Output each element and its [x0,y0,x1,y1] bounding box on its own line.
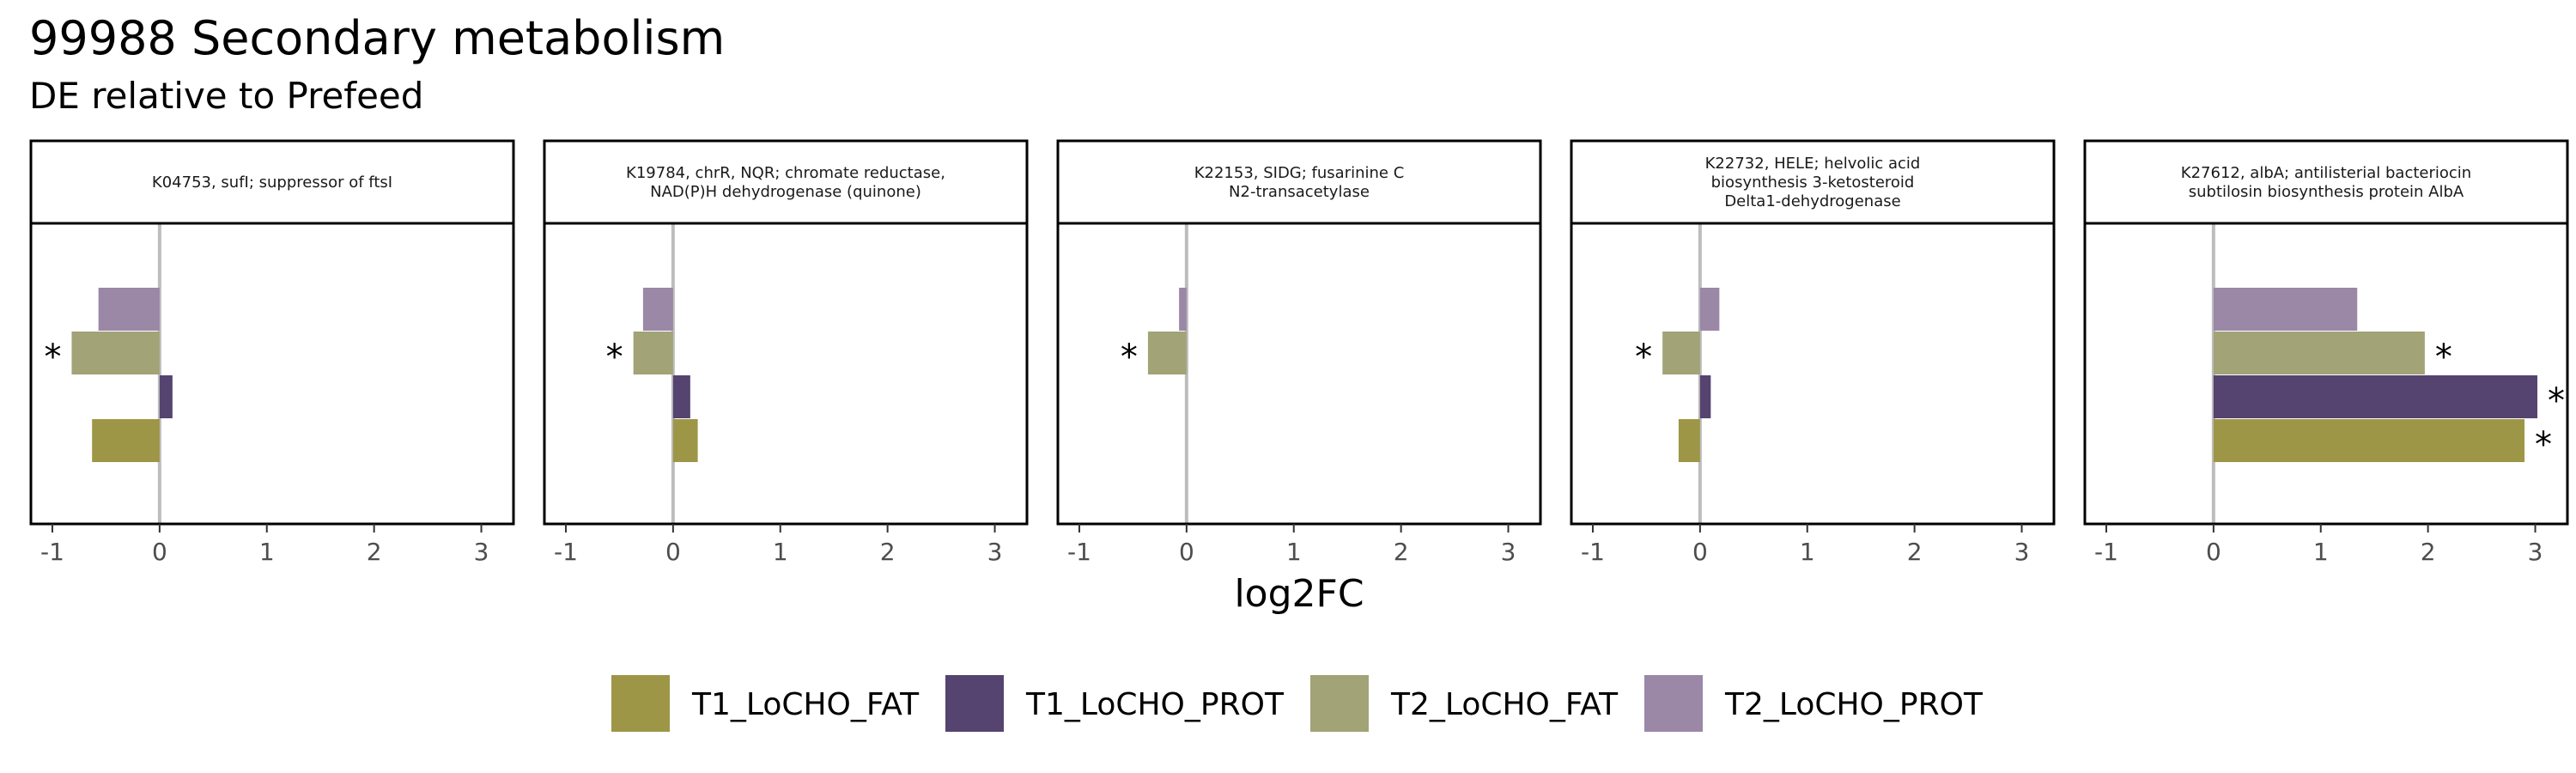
panel-background [1571,223,2054,524]
facet-strip-label: K27612, albA; antilisterial bacteriocin [2181,164,2471,182]
x-tick-label: 0 [665,538,681,566]
x-tick-label: 2 [1394,538,1409,566]
bar-t2-locho-fat [2213,332,2425,374]
legend-label: T1_LoCHO_FAT [691,687,920,722]
x-tick-label: 1 [1286,538,1302,566]
x-tick-label: -1 [1067,538,1091,566]
bar-t1-locho-prot [2213,375,2538,418]
facet-strip-label: Delta1-dehydrogenase [1724,192,1900,210]
significance-star: * [1121,338,1138,377]
chart-title: 99988 Secondary metabolism [29,11,726,65]
legend-label: T1_LoCHO_PROT [1025,687,1285,722]
panel-border [1570,222,2056,526]
x-axis-label: log2FC [1234,572,1364,616]
x-tick-label: 1 [773,538,788,566]
significance-star: * [2535,425,2552,465]
x-tick-label: 0 [2206,538,2221,566]
bar-t2-locho-prot [2213,288,2358,331]
facet-strip-label: subtilosin biosynthesis protein AlbA [2189,183,2464,201]
significance-star: * [44,338,61,377]
bar-t1-locho-prot [1699,375,1711,418]
legend-swatch [1310,675,1369,732]
legend-swatch [611,675,670,732]
bar-t2-locho-prot [98,288,160,331]
facet-strip-label: K04753, sufI; suppressor of ftsI [152,173,392,192]
x-tick-label: 0 [152,538,167,566]
bar-t1-locho-prot [159,375,173,418]
facet-strip [2083,139,2569,225]
legend-swatch [1644,675,1703,732]
x-tick-label: 3 [1501,538,1516,566]
bar-t1-locho-fat [672,419,698,462]
x-tick-label: 3 [2014,538,2030,566]
significance-star: * [1635,338,1652,377]
x-tick-label: 0 [1692,538,1708,566]
significance-star: * [2435,338,2452,377]
panel-border [1056,222,1542,526]
x-tick-label: 2 [880,538,896,566]
x-tick-label: -1 [554,538,578,566]
bar-t1-locho-fat [1678,419,1700,462]
x-tick-label: 0 [1179,538,1194,566]
bar-t2-locho-prot [1699,288,1720,331]
panel-border [543,222,1029,526]
panel-border [29,222,515,526]
bar-t2-locho-fat [1662,332,1700,374]
x-tick-label: 1 [259,538,275,566]
panel-background [1058,223,1540,524]
facet-strip-label: NAD(P)H dehydrogenase (quinone) [650,183,921,201]
x-tick-label: 2 [367,538,382,566]
x-tick-label: 2 [1907,538,1923,566]
panel-border [2083,222,2569,526]
bar-t2-locho-fat [1147,332,1187,374]
x-tick-label: 3 [474,538,489,566]
legend-label: T2_LoCHO_PROT [1724,687,1984,722]
facet-strip-label: K19784, chrR, NQR; chromate reductase, [626,164,945,182]
x-tick-label: -1 [1581,538,1605,566]
facet-strip-label: K22732, HELE; helvolic acid [1705,155,1921,173]
panel-background [544,223,1027,524]
significance-star: * [2548,381,2565,421]
bar-t2-locho-fat [633,332,673,374]
x-tick-label: 1 [2313,538,2329,566]
facet-strip [543,139,1029,225]
bar-t1-locho-fat [2213,419,2525,462]
bar-t2-locho-prot [642,288,673,331]
x-tick-label: 3 [987,538,1003,566]
x-tick-label: 2 [2421,538,2436,566]
facet-strip [1570,139,2056,225]
facet-strip-label: N2-transacetylase [1229,183,1370,201]
legend-swatch [945,675,1004,732]
x-tick-label: 3 [2528,538,2543,566]
bar-t2-locho-fat [71,332,160,374]
facet-strip-label: biosynthesis 3-ketosteroid [1711,173,1915,192]
bar-t1-locho-fat [92,419,160,462]
bar-t2-locho-prot [1179,288,1187,331]
bar-t1-locho-prot [672,375,690,418]
legend-label: T2_LoCHO_FAT [1390,687,1619,722]
significance-star: * [606,338,623,377]
x-tick-label: 1 [1800,538,1815,566]
chart-subtitle: DE relative to Prefeed [29,75,424,117]
facet-strip-label: K22153, SIDG; fusarinine C [1194,164,1405,182]
x-tick-label: -1 [40,538,64,566]
x-tick-label: -1 [2094,538,2118,566]
facet-strip [1056,139,1542,225]
